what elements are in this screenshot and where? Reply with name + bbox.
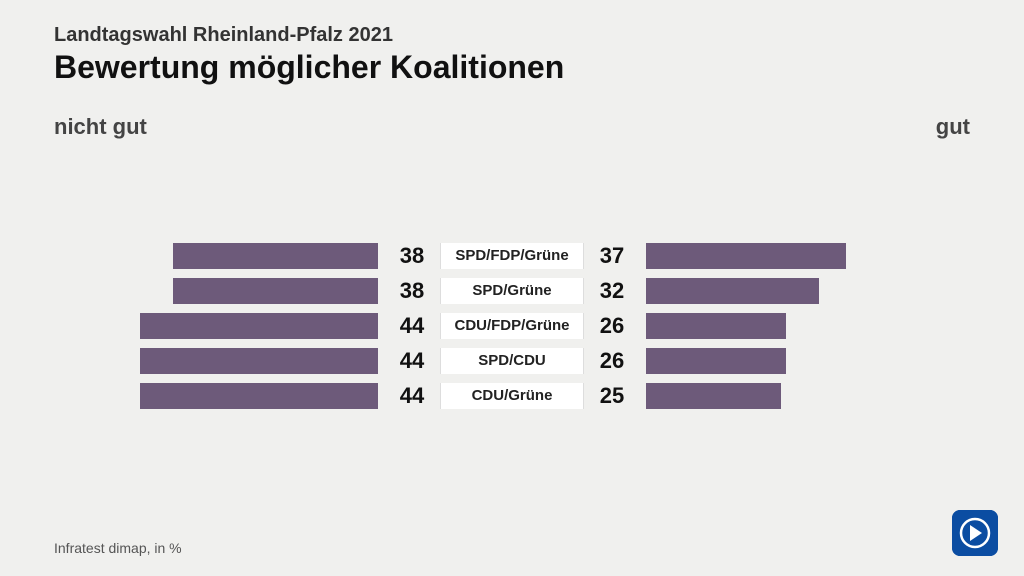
source-footer: Infratest dimap, in % (54, 540, 182, 556)
chart-row: 44SPD/CDU26 (54, 345, 970, 377)
value-right: 26 (588, 348, 636, 374)
category-label: SPD/CDU (440, 348, 584, 374)
chart-row: 44CDU/Grüne25 (54, 380, 970, 412)
category-label: CDU/FDP/Grüne (440, 313, 584, 339)
bar-right (646, 278, 819, 304)
bar-left (173, 243, 378, 269)
value-right: 25 (588, 383, 636, 409)
category-label: SPD/Grüne (440, 278, 584, 304)
broadcaster-logo (952, 510, 998, 556)
value-right: 32 (588, 278, 636, 304)
axis-label-right: gut (936, 114, 970, 140)
value-right: 37 (588, 243, 636, 269)
bar-right (646, 348, 786, 374)
chart-row: 38SPD/FDP/Grüne37 (54, 240, 970, 272)
logo-icon (952, 510, 998, 556)
bar-right (646, 383, 781, 409)
bar-right (646, 313, 786, 339)
value-left: 44 (388, 348, 436, 374)
chart-title: Bewertung möglicher Koalitionen (54, 49, 1024, 86)
bar-left (140, 313, 378, 339)
value-right: 26 (588, 313, 636, 339)
chart-subtitle: Landtagswahl Rheinland-Pfalz 2021 (54, 24, 1024, 47)
bar-left (140, 348, 378, 374)
axis-label-left: nicht gut (54, 114, 147, 140)
value-left: 44 (388, 313, 436, 339)
value-left: 44 (388, 383, 436, 409)
value-left: 38 (388, 243, 436, 269)
bar-left (140, 383, 378, 409)
bar-right (646, 243, 846, 269)
chart-row: 44CDU/FDP/Grüne26 (54, 310, 970, 342)
category-label: CDU/Grüne (440, 383, 584, 409)
category-label: SPD/FDP/Grüne (440, 243, 584, 269)
bar-left (173, 278, 378, 304)
coalition-chart: 38SPD/FDP/Grüne3738SPD/Grüne3244CDU/FDP/… (54, 240, 970, 415)
value-left: 38 (388, 278, 436, 304)
chart-row: 38SPD/Grüne32 (54, 275, 970, 307)
